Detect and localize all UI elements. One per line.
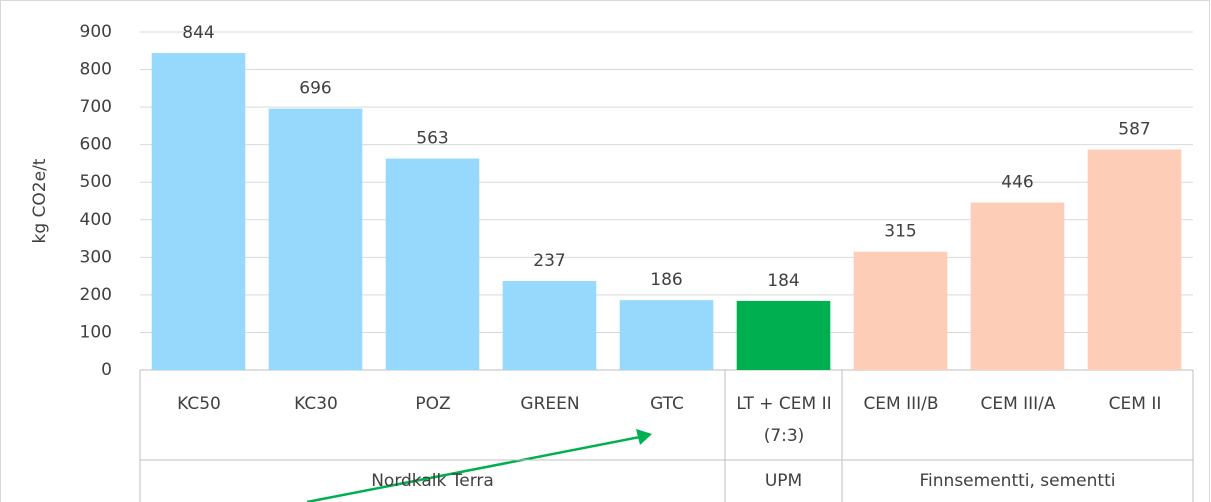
y-axis-label: kg CO2e/t [30,158,50,243]
bar [268,108,363,370]
x-tick-label: POZ [415,394,451,414]
bar [853,251,948,370]
data-label: 237 [533,251,565,271]
bar [1087,149,1182,370]
data-label: 563 [416,129,448,149]
y-tick-label: 200 [80,285,112,305]
bar [502,280,597,370]
y-tick-label: 800 [80,60,112,80]
y-tick-label: 300 [80,247,112,267]
y-tick-label: 500 [80,172,112,192]
bar [385,158,480,370]
data-label: 446 [1001,173,1033,193]
bar [619,300,714,370]
y-tick-label: 600 [80,135,112,155]
x-tick-label: GTC [650,394,684,414]
data-label: 184 [767,271,799,291]
bar [970,202,1065,370]
y-tick-label: 400 [80,210,112,230]
x-tick-label: CEM II [1108,394,1162,414]
group-label: Nordkalk Terra [371,471,494,491]
bar [151,53,246,370]
data-label: 587 [1118,120,1150,140]
data-label: 315 [884,222,916,242]
data-label: 844 [182,23,214,43]
bar [736,300,831,370]
x-tick-label: LT + CEM II (7:3) [736,394,832,446]
x-tick-label: KC50 [177,394,221,414]
x-tick-label: KC30 [294,394,338,414]
y-tick-label: 100 [80,322,112,342]
x-tick-label: CEM III/A [980,394,1056,414]
data-label: 696 [299,79,331,99]
y-tick-label: 900 [80,22,112,42]
y-tick-label: 0 [101,360,112,380]
x-tick-label: CEM III/B [863,394,939,414]
group-label: Finnsementti, sementti [920,471,1116,491]
group-label: UPM [765,471,802,491]
data-label: 186 [650,270,682,290]
y-tick-label: 700 [80,97,112,117]
arrow [306,429,652,502]
x-tick-label: GREEN [520,394,580,414]
